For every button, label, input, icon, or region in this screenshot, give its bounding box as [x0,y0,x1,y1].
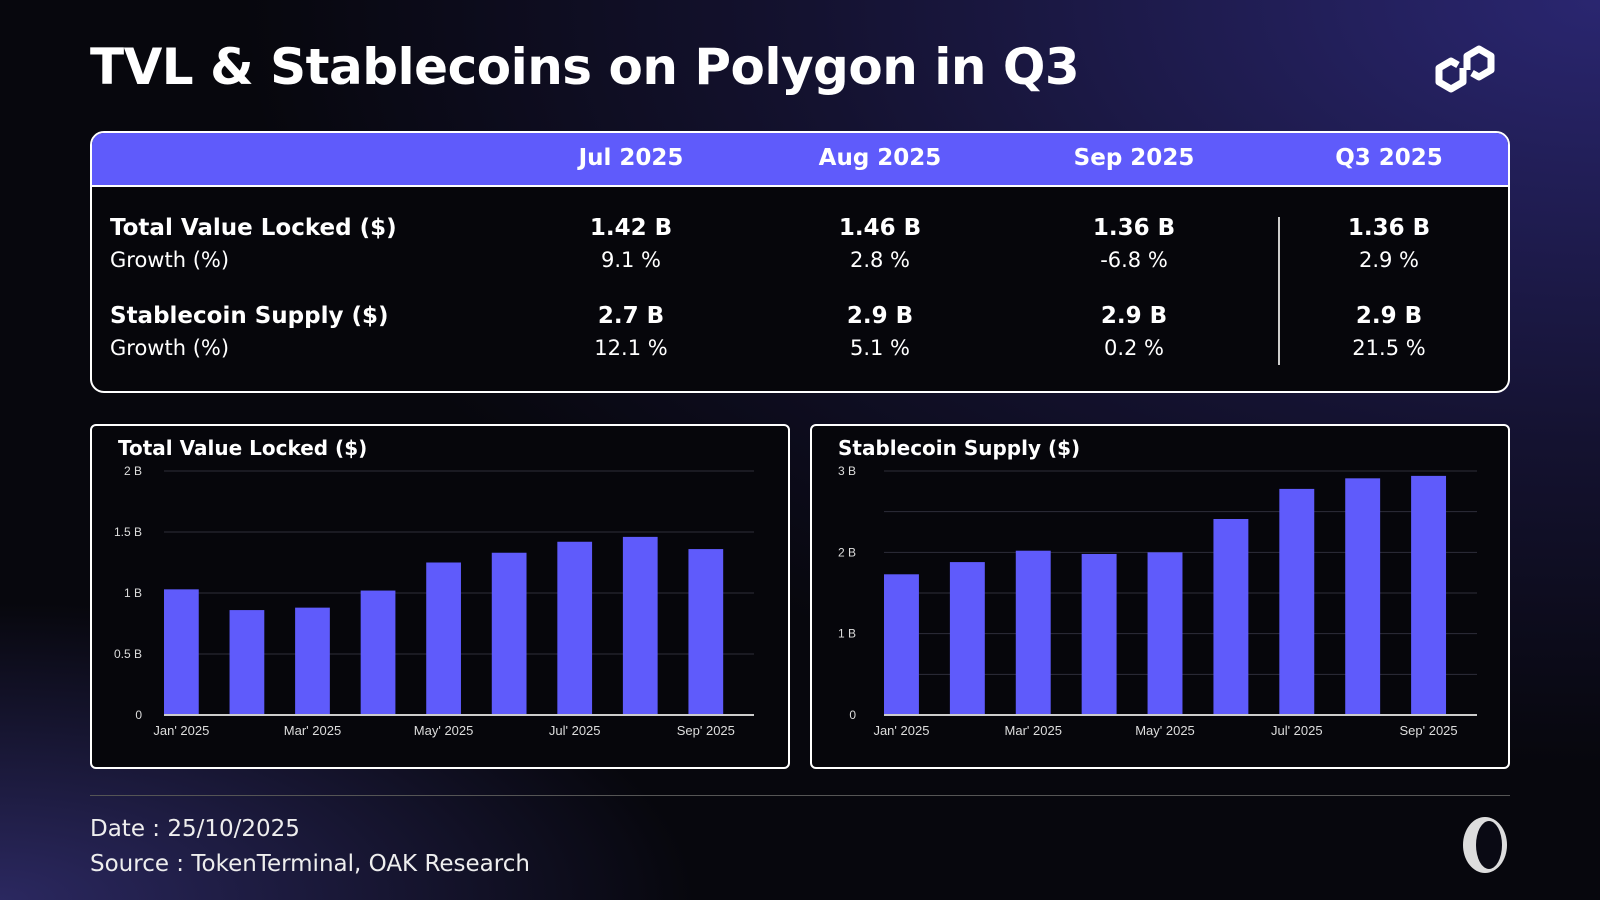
growth-cell: 12.1 % [594,336,668,360]
growth-label: Growth (%) [110,336,230,360]
polygon-logo-icon [1435,45,1495,93]
bar [884,574,919,715]
bar [557,541,593,715]
value-cell: 1.46 B [838,215,922,241]
column-divider [1278,217,1280,365]
stablecoin-chart-panel: Stablecoin Supply ($) 0 1 B 2 B 3 B Jan' 202… [810,424,1510,769]
value-cell: 1.42 B [589,215,673,241]
column-header: Sep 2025 [1073,145,1195,171]
growth-cell: 9.1 % [600,248,662,272]
growth-cell: -6.8 % [1100,248,1168,272]
y-tick-label: 0 [135,708,142,722]
value-cell: 2.7 B [597,303,665,329]
value-cell: 1.36 B [1092,215,1176,241]
column-header: Aug 2025 [818,145,942,171]
growth-label: Growth (%) [110,248,230,272]
value-cell: 1.36 B [1347,215,1431,241]
stablecoin-bar-chart: 0 1 B 2 B 3 B Jan' 2025 Mar' 2025 May' 2025 Jul… [838,464,1477,738]
chart-title: Total Value Locked ($) [118,436,368,460]
row-label: Total Value Locked ($) [110,215,397,241]
x-tick-label: Jan' 2025 [873,723,929,738]
oak-research-logo-icon [1463,817,1507,873]
x-tick-label: Jul' 2025 [1271,723,1323,738]
bar [360,590,396,715]
summary-table: Jul 2025 Aug 2025 Sep 2025 Q3 2025 Total… [90,131,1510,393]
bar [229,610,265,715]
bar [1411,475,1447,715]
value-cell: 2.9 B [1100,303,1168,329]
x-tick-label: Mar' 2025 [284,723,341,738]
growth-cell: 2.9 % [1358,248,1420,272]
bar [688,549,724,715]
growth-cell: 5.1 % [849,336,911,360]
page-title: TVL & Stablecoins on Polygon in Q3 [90,38,1080,96]
column-header: Q3 2025 [1335,145,1443,171]
tvl-bar-chart: 0 0.5 B 1 B 1.5 B 2 B Jan' 2025 Mar' 2025 May' … [114,464,754,738]
x-tick-label: Sep' 2025 [677,723,735,738]
footer-date: Date : 25/10/2025 [90,816,300,842]
bar [622,536,658,715]
bar [295,607,330,715]
y-tick-label: 0 [849,708,856,722]
bar [949,562,985,715]
growth-cell: 21.5 % [1352,336,1426,360]
bar [426,562,461,715]
y-tick-label: 1 B [838,627,856,641]
bar [1279,488,1315,715]
bar [491,552,527,715]
y-tick-label: 1.5 B [114,525,142,539]
x-tick-label: Jul' 2025 [549,723,601,738]
growth-cell: 0.2 % [1103,336,1165,360]
value-cell: 2.9 B [846,303,914,329]
y-tick-label: 1 B [124,586,142,600]
column-header: Jul 2025 [578,145,684,171]
bar [1147,552,1183,715]
footer-source: Source : TokenTerminal, OAK Research [90,851,530,877]
bar [1081,553,1117,715]
y-tick-label: 2 B [838,545,856,559]
x-tick-label: May' 2025 [414,723,474,738]
x-tick-label: Jan' 2025 [153,723,209,738]
bar [1345,478,1381,715]
x-tick-label: May' 2025 [1135,723,1195,738]
y-tick-label: 0.5 B [114,647,142,661]
bar [1015,550,1051,715]
x-tick-label: Sep' 2025 [1399,723,1457,738]
x-tick-label: Mar' 2025 [1005,723,1062,738]
chart-title: Stablecoin Supply ($) [838,436,1081,460]
bar [1213,518,1249,715]
row-label: Stablecoin Supply ($) [110,303,389,329]
table-header: Jul 2025 Aug 2025 Sep 2025 Q3 2025 [92,133,1508,187]
y-tick-label: 3 B [838,464,856,478]
growth-cell: 2.8 % [849,248,911,272]
y-tick-label: 2 B [124,464,142,478]
footer-divider [90,795,1510,796]
value-cell: 2.9 B [1355,303,1423,329]
tvl-chart-panel: Total Value Locked ($) 0 0.5 B 1 B 1.5 B 2 B… [90,424,790,769]
bar [164,589,199,715]
